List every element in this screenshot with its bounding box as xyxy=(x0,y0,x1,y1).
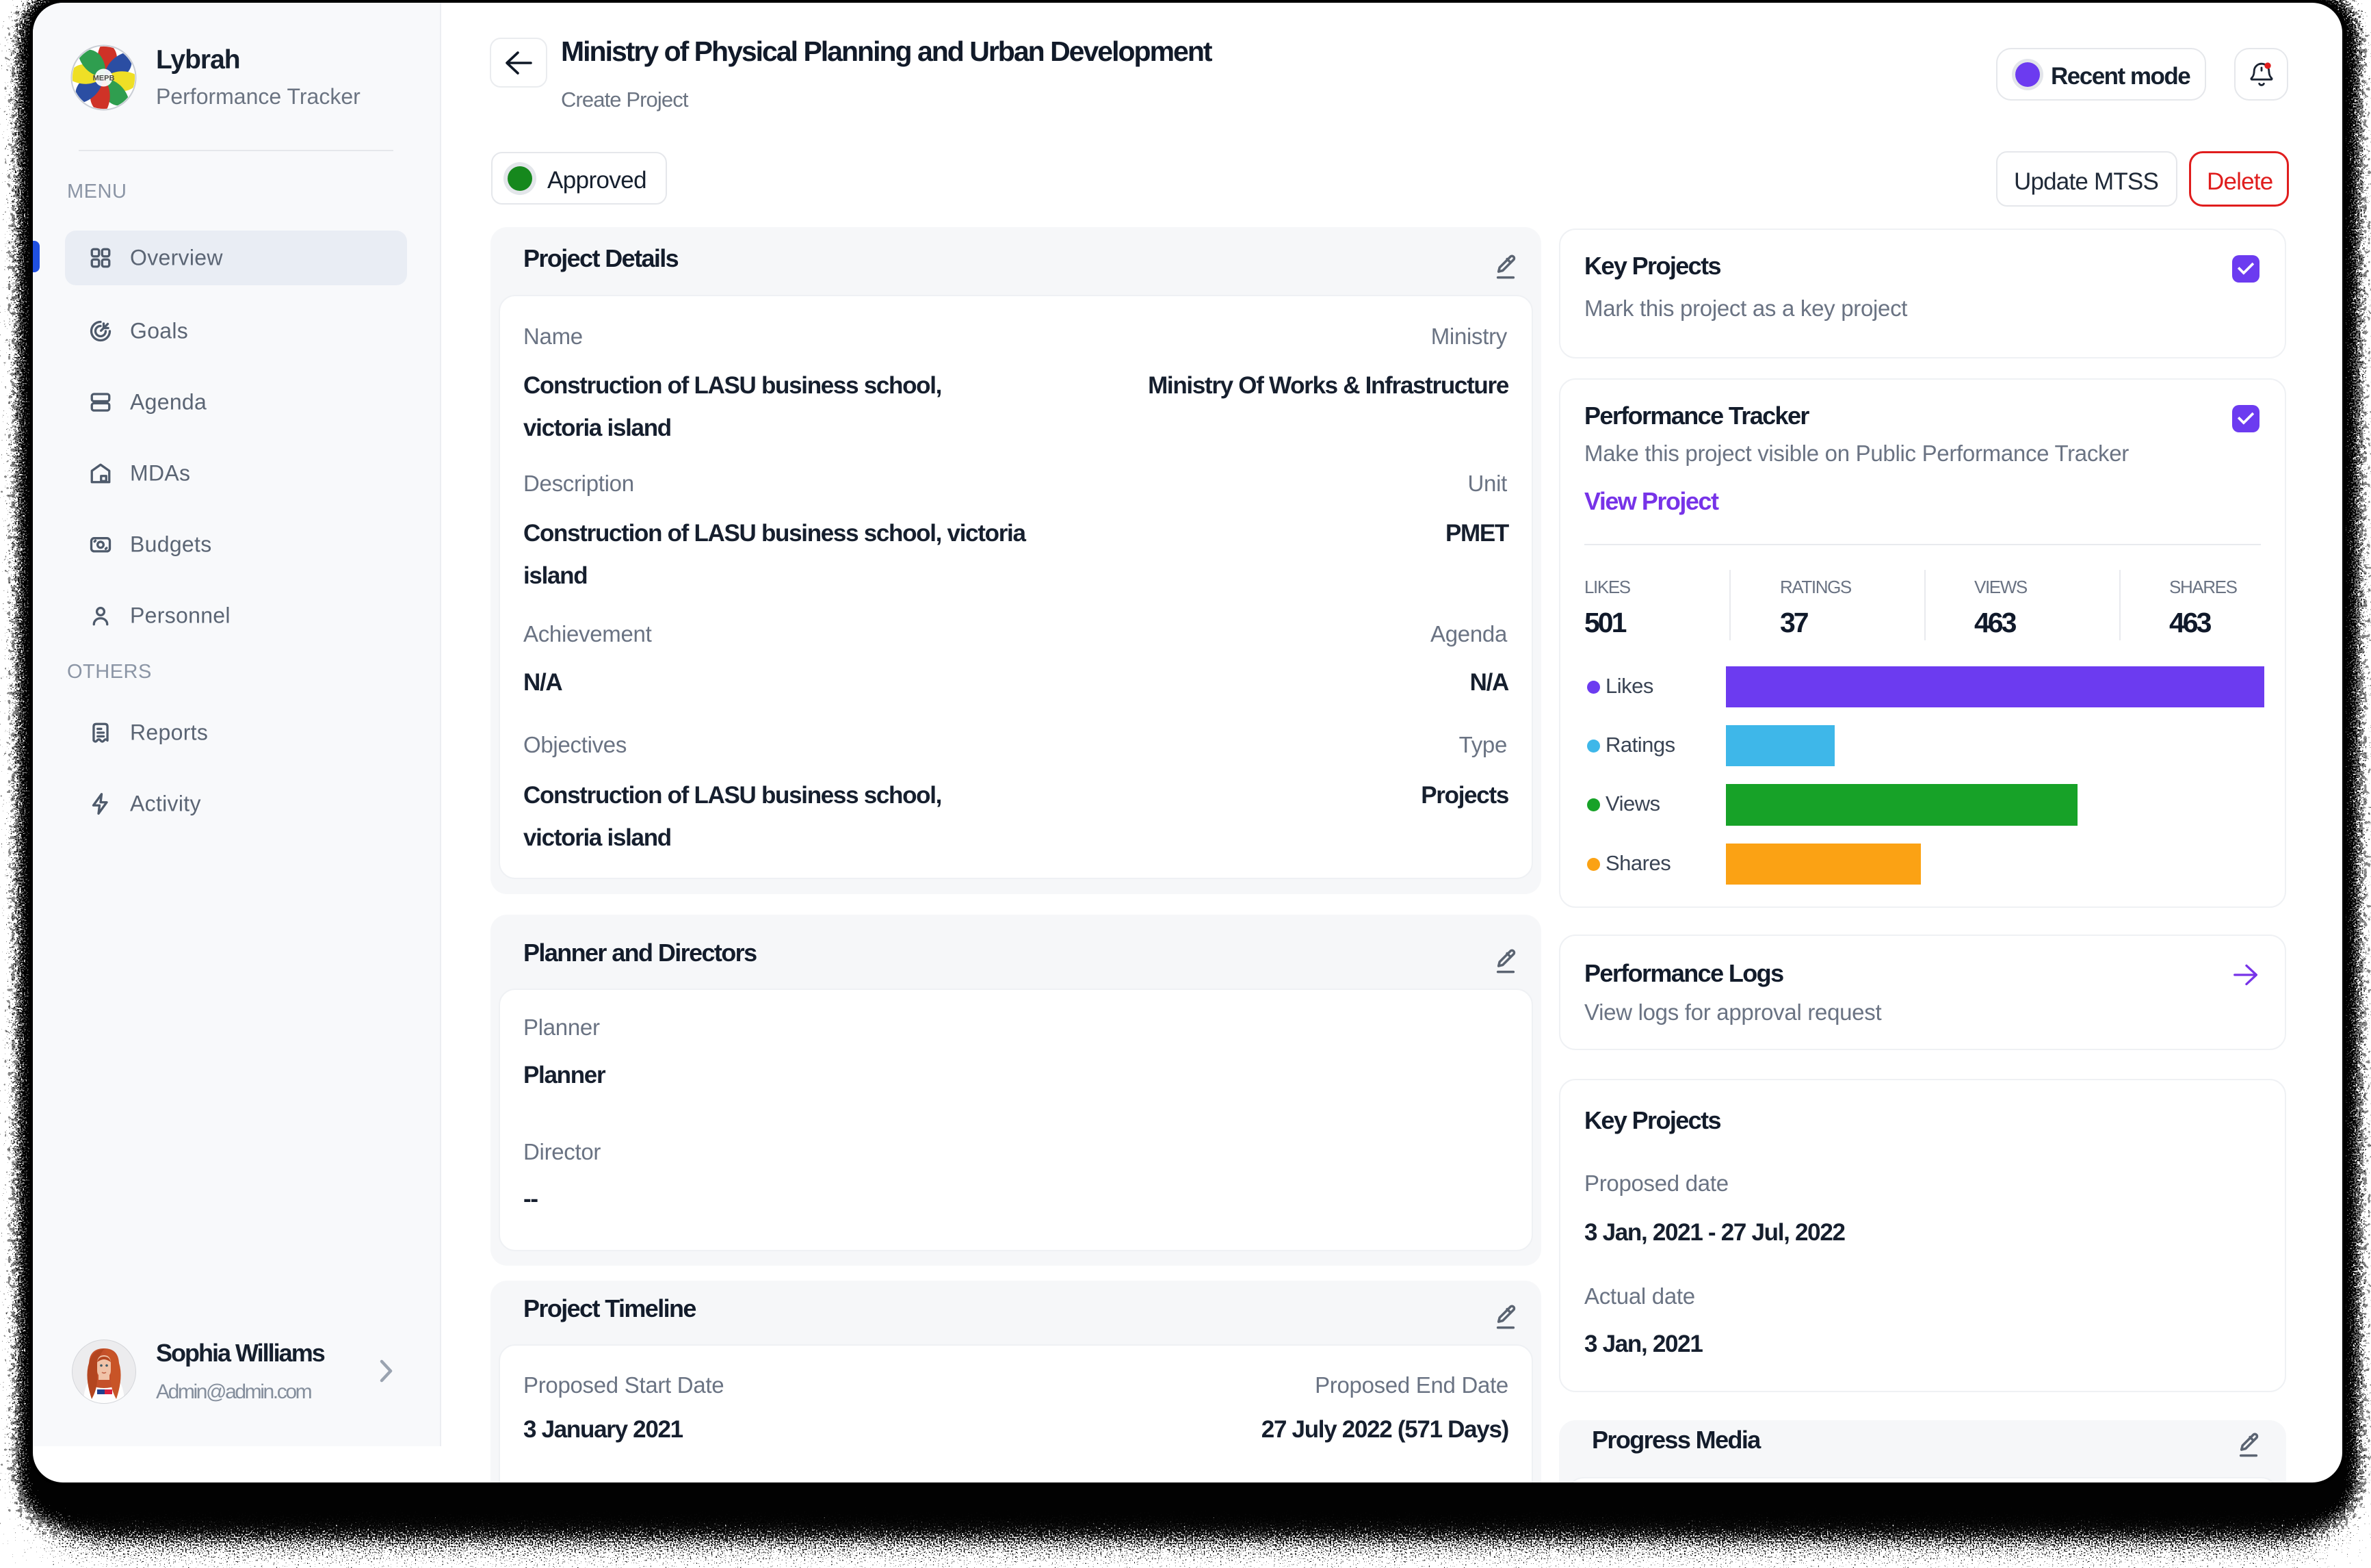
svg-text:MEPB: MEPB xyxy=(93,75,115,83)
